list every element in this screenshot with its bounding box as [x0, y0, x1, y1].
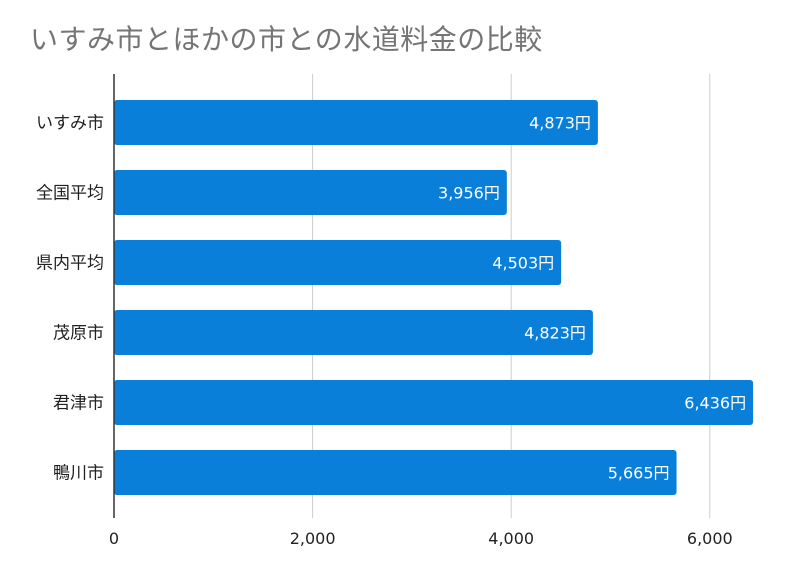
x-tick-label: 4,000 — [488, 529, 534, 548]
chart-title: いすみ市とほかの市との水道料金の比較 — [30, 23, 543, 56]
category-label: 君津市 — [53, 394, 104, 414]
x-tick-label: 6,000 — [687, 529, 733, 548]
category-label: 全国平均 — [36, 184, 104, 204]
bar — [114, 170, 507, 215]
category-label: 鴨川市 — [53, 464, 104, 484]
category-label: 県内平均 — [36, 254, 104, 274]
data-label: 4,503円 — [492, 254, 554, 273]
data-label: 3,956円 — [438, 184, 500, 203]
bar — [114, 380, 754, 425]
bar — [114, 240, 562, 285]
bar — [114, 310, 593, 355]
data-label: 4,873円 — [529, 114, 591, 133]
data-label: 4,823円 — [524, 324, 586, 343]
bar — [114, 100, 598, 145]
x-tick-label: 2,000 — [290, 529, 336, 548]
bar — [114, 450, 677, 495]
data-label: 6,436円 — [684, 394, 746, 413]
category-label: 茂原市 — [53, 324, 104, 344]
category-label: いすみ市 — [36, 114, 104, 134]
data-label: 5,665円 — [608, 464, 670, 483]
x-tick-label: 0 — [109, 529, 119, 548]
